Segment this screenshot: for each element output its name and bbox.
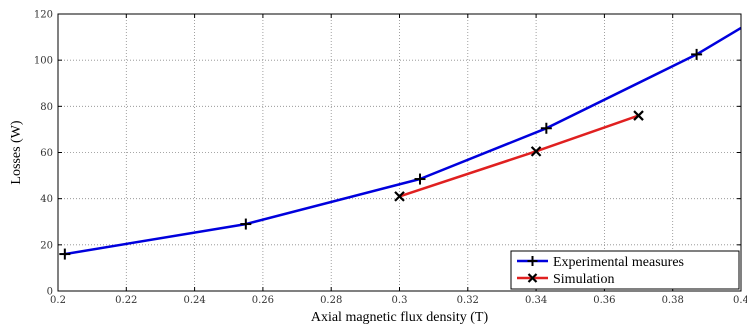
x-tick-label: 0.36 [593, 295, 615, 306]
x-tick-label: 0.2 [50, 295, 66, 306]
x-tick-label: 0.22 [115, 295, 137, 306]
legend-marker-simulation [527, 273, 538, 283]
x-tick-label: 0.34 [525, 295, 547, 306]
y-axis-label: Losses (W) [9, 120, 24, 184]
legend-label-simulation: Simulation [553, 272, 614, 287]
x-tick-label: 0.28 [320, 295, 342, 306]
data-point-simulation [530, 146, 542, 157]
y-tick-label: 80 [40, 102, 53, 113]
y-tick-label: 0 [47, 287, 53, 298]
data-point-experimental-measures [414, 173, 426, 185]
data-point-experimental-measures [540, 122, 552, 134]
series-line-experimental-measures [64, 26, 742, 256]
data-point-experimental-measures [691, 48, 703, 60]
x-tick-label: 0.32 [457, 295, 479, 306]
x-axis-label: Axial magnetic flux density (T) [311, 310, 489, 325]
y-tick-label: 60 [40, 148, 53, 159]
data-point-experimental-measures [59, 248, 71, 260]
data-point-simulation [633, 110, 644, 121]
y-ticks: 0 20 40 60 80 100 120 [34, 10, 741, 298]
x-tick-label: 0.4 [733, 295, 747, 306]
legend: Experimental measures Simulation [510, 250, 740, 290]
x-tick-label: 0.38 [662, 295, 684, 306]
series-markers [59, 48, 703, 260]
y-tick-label: 20 [40, 240, 53, 251]
data-point-simulation [394, 191, 405, 202]
legend-label-experimental: Experimental measures [553, 255, 684, 270]
x-tick-label: 0.26 [252, 295, 274, 306]
legend-box [510, 250, 740, 290]
y-tick-label: 40 [40, 194, 53, 205]
x-tick-label: 0.3 [392, 295, 408, 306]
plot-frame [57, 13, 742, 292]
data-point-experimental-measures [240, 218, 252, 230]
y-tick-label: 120 [34, 10, 53, 21]
x-tick-label: 0.24 [183, 295, 205, 306]
y-tick-label: 100 [34, 56, 53, 67]
